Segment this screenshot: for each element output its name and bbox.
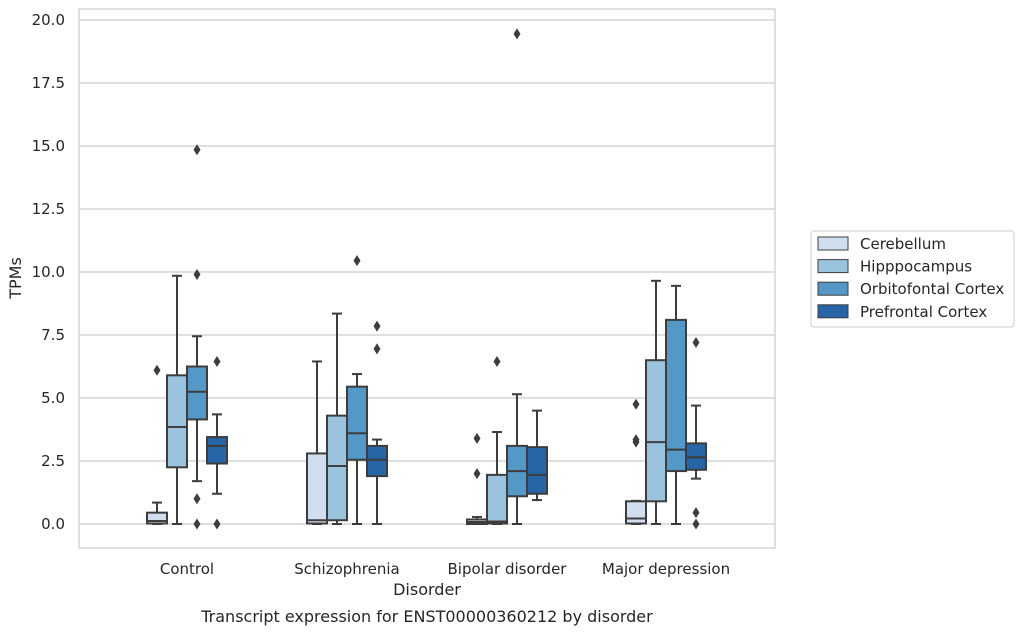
outlier-point	[473, 468, 481, 480]
box	[526, 446, 548, 495]
y-axis-label: TPMs	[6, 257, 25, 300]
outlier-point	[373, 343, 381, 355]
outlier-point	[692, 337, 700, 349]
outlier-point	[193, 144, 201, 156]
box	[346, 385, 368, 461]
outlier-point	[353, 255, 361, 267]
legend-label: Cerebellum	[860, 235, 946, 253]
box-group	[625, 398, 647, 525]
x-axis-label: Disorder	[393, 580, 461, 599]
y-tick-labels: 0.0 2.5 5.0 7.5 10.0 12.5 15.0 17.5 20.0	[32, 11, 65, 533]
x-tick-label: Major depression	[602, 560, 730, 578]
legend-frame	[810, 230, 1015, 328]
outlier-point	[632, 398, 640, 410]
box	[306, 452, 328, 525]
y-tick-label: 15.0	[32, 137, 65, 155]
boxes	[146, 28, 707, 530]
y-tick-label: 17.5	[32, 74, 65, 92]
outlier-point	[193, 493, 201, 505]
box	[665, 318, 687, 473]
y-tick-label: 20.0	[32, 11, 65, 29]
legend-swatch	[817, 281, 849, 296]
outlier-point	[193, 518, 201, 530]
x-tick-label: Control	[160, 560, 214, 578]
box-group	[326, 312, 348, 525]
y-tick-label: 0.0	[41, 515, 65, 533]
box-group	[346, 255, 368, 525]
outlier-point	[213, 518, 221, 530]
outlier-point	[513, 28, 521, 40]
y-tick-label: 10.0	[32, 263, 65, 281]
box-group	[506, 28, 528, 525]
plot-frame	[78, 8, 776, 549]
y-tick-label: 12.5	[32, 200, 65, 218]
outlier-point	[193, 269, 201, 281]
box-group	[685, 337, 707, 530]
box-group	[665, 284, 687, 525]
legend-label: Hipppocampus	[860, 258, 972, 276]
chart-caption: Transcript expression for ENST0000036021…	[200, 607, 653, 626]
y-tick-label: 7.5	[41, 326, 65, 344]
outlier-point	[692, 507, 700, 519]
legend-swatch	[817, 259, 849, 274]
box-group	[486, 355, 508, 525]
box	[186, 365, 208, 421]
box-group	[186, 144, 208, 530]
x-tick-label: Bipolar disorder	[448, 560, 568, 578]
box	[326, 414, 348, 522]
box-group	[146, 364, 168, 525]
box-group	[645, 279, 667, 525]
outlier-point	[692, 518, 700, 530]
outlier-point	[153, 364, 161, 376]
box-group	[526, 409, 548, 502]
outlier-point	[373, 320, 381, 332]
outlier-point	[473, 432, 481, 444]
box	[645, 359, 667, 503]
outlier-point	[632, 436, 640, 448]
box-group	[366, 320, 388, 525]
outlier-point	[213, 355, 221, 367]
box	[206, 436, 228, 465]
x-tick-label: Schizophrenia	[294, 560, 399, 578]
y-tick-label: 5.0	[41, 389, 65, 407]
box	[166, 374, 188, 469]
box	[146, 511, 168, 525]
legend-swatch	[817, 236, 849, 251]
box	[486, 473, 508, 525]
y-tick-label: 2.5	[41, 452, 65, 470]
outlier-point	[493, 355, 501, 367]
box	[366, 444, 388, 478]
box-group	[206, 355, 228, 530]
box-group	[166, 274, 188, 525]
legend: Cerebellum Hipppocampus Orbitofontal Corte…	[810, 230, 1015, 328]
box	[625, 500, 647, 525]
legend-swatch	[817, 304, 849, 319]
legend-label: Orbitofontal Cortex	[860, 280, 1004, 298]
x-tick-labels: Control Schizophrenia Bipolar disorder Majo…	[160, 560, 730, 578]
legend-label: Prefrontal Cortex	[860, 303, 987, 321]
